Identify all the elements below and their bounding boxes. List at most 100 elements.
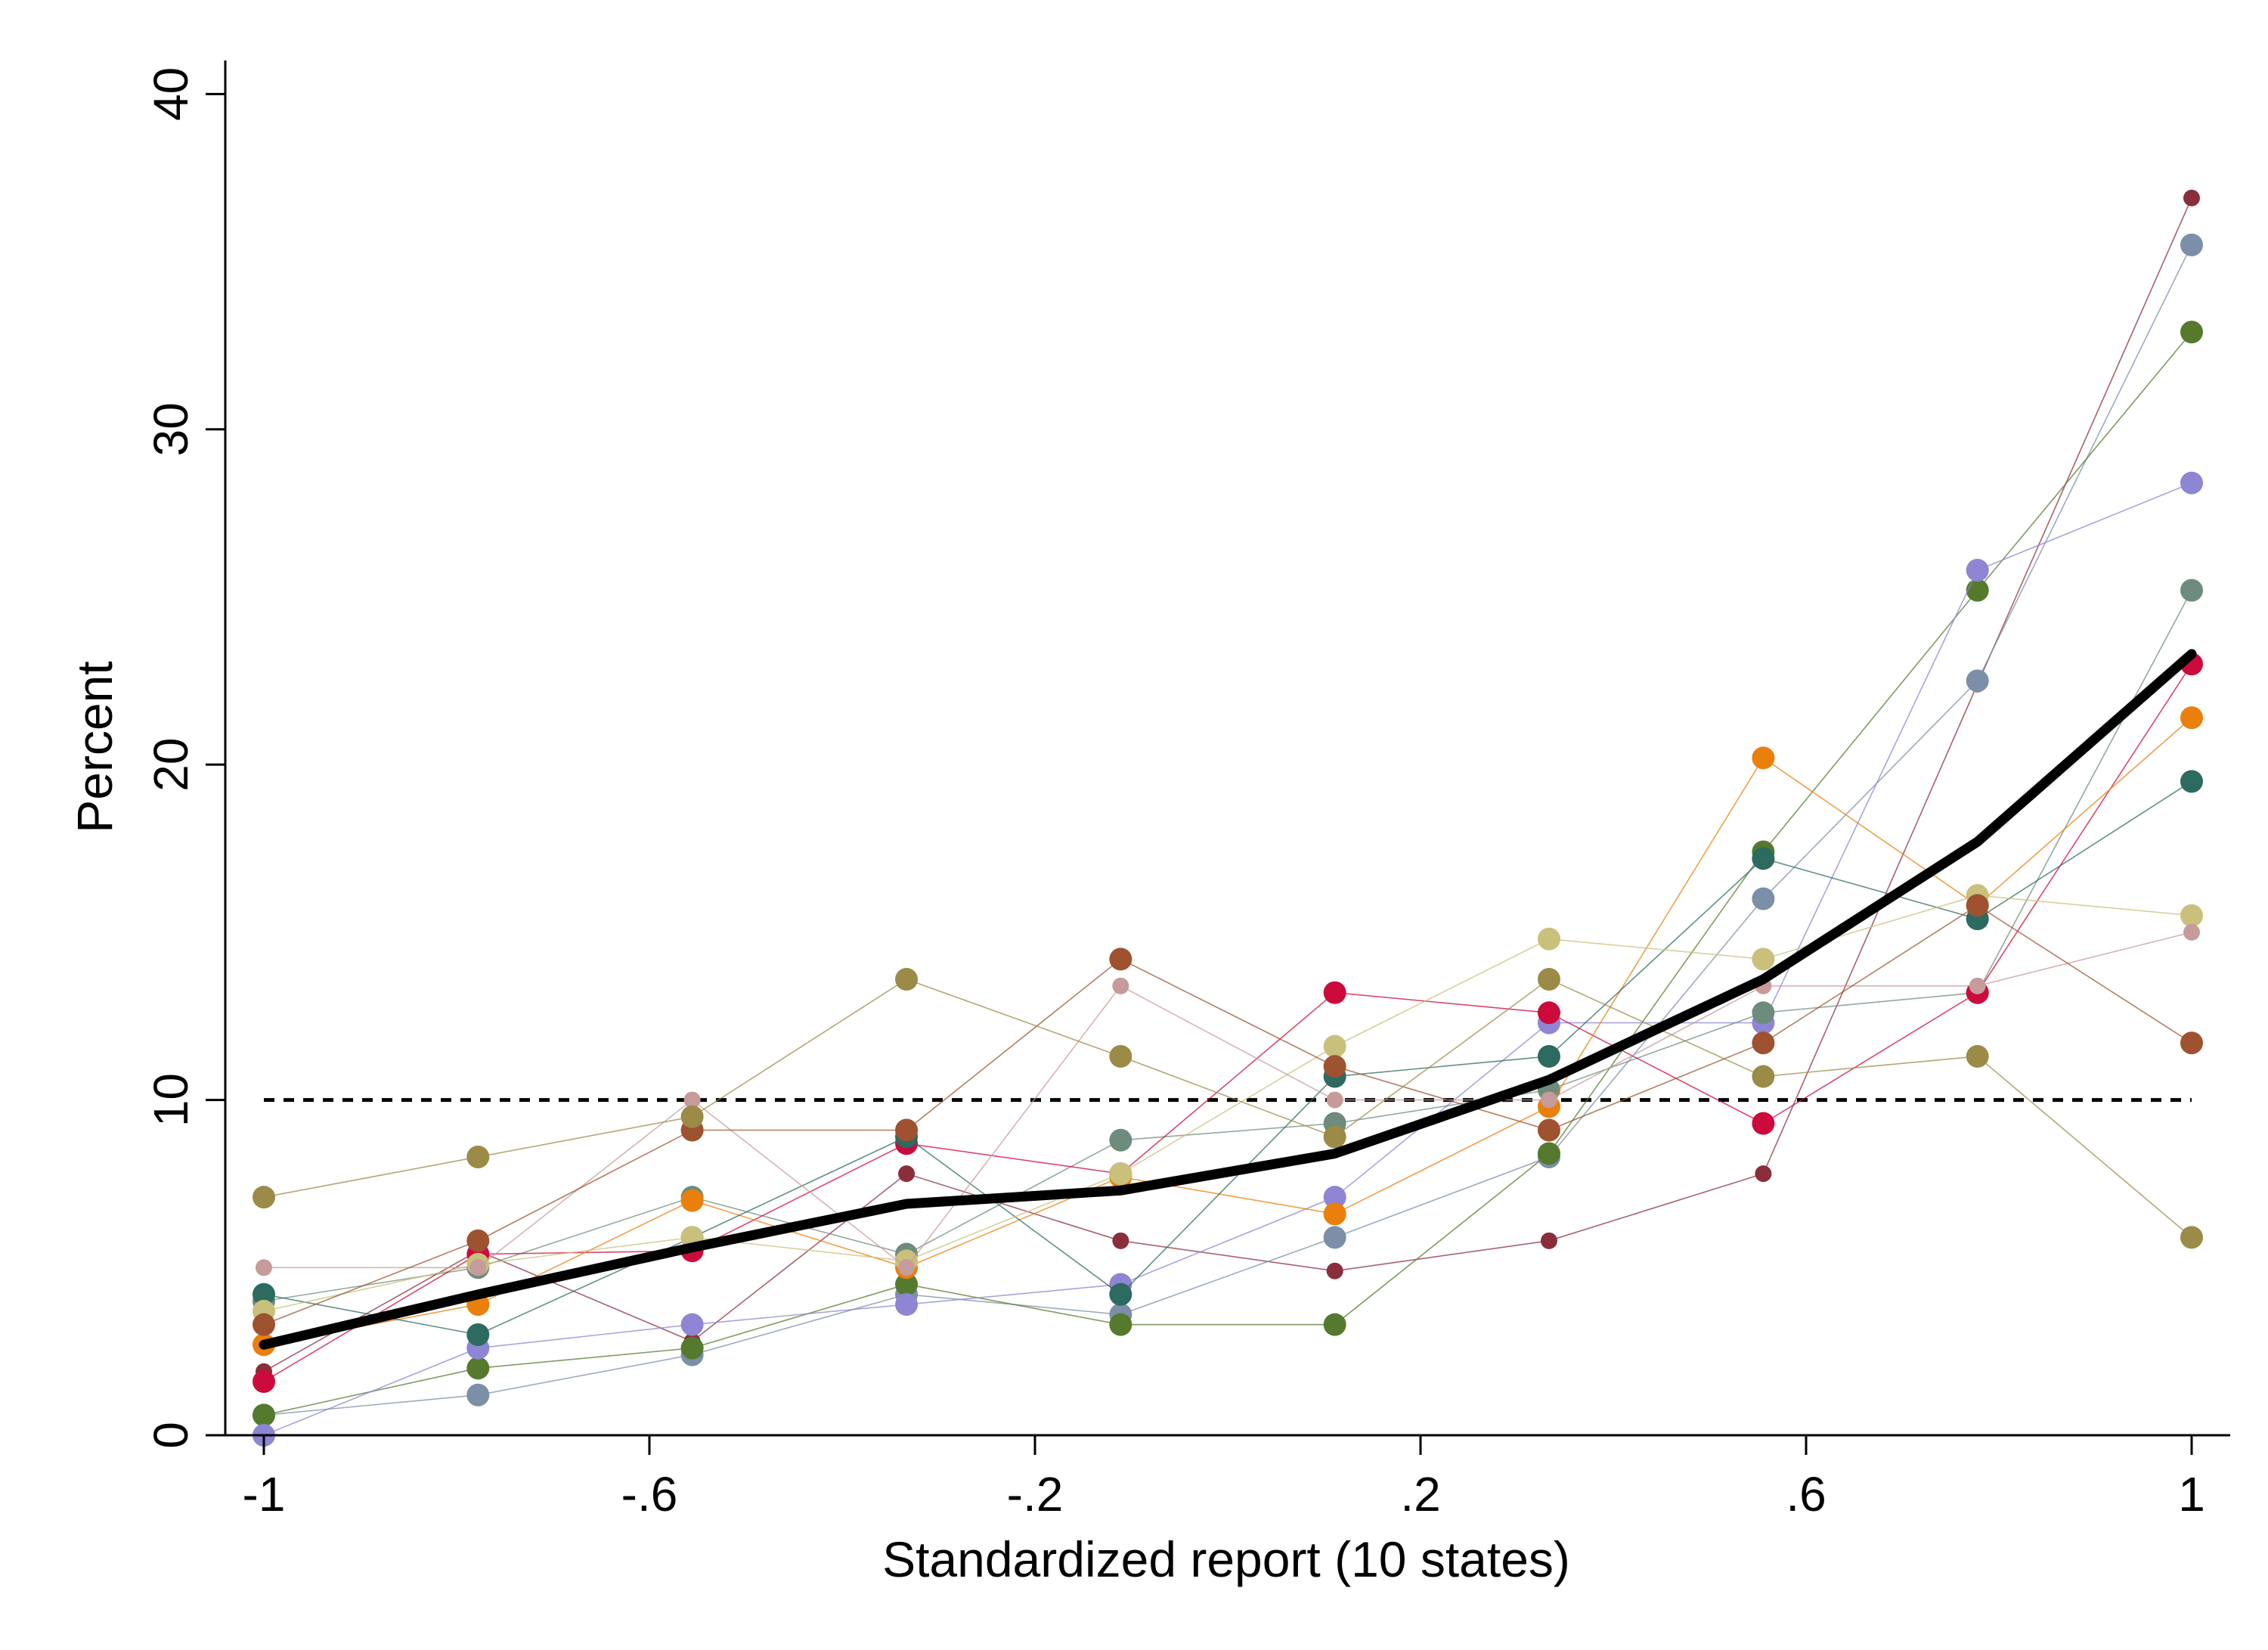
y-axis-title: Percent [67, 661, 122, 833]
data-point [1966, 669, 1989, 693]
data-point [1540, 1091, 1557, 1109]
series-line [263, 590, 2192, 1302]
y-tick-label: 20 [144, 738, 198, 792]
data-point [680, 1105, 704, 1128]
data-point [1323, 1202, 1346, 1226]
data-point [2180, 321, 2203, 344]
series-line [263, 482, 2192, 1436]
data-point [1326, 1091, 1343, 1109]
series-line [264, 932, 2192, 1269]
data-point [1969, 977, 1986, 994]
x-tick-label: .2 [1400, 1467, 1440, 1521]
x-tick-label: 1 [2178, 1467, 2205, 1521]
data-point [1323, 1186, 1346, 1209]
data-point [2180, 1031, 2203, 1055]
series-2 [253, 233, 2203, 1427]
data-point [895, 1118, 919, 1142]
data-point [1752, 1031, 1775, 1055]
y-tick-label: 40 [144, 67, 198, 121]
data-point [2180, 770, 2203, 793]
data-point [1966, 558, 1989, 582]
data-point [2183, 189, 2200, 206]
plot-area [253, 189, 2203, 1447]
data-point [1752, 1001, 1775, 1025]
data-point [1537, 1118, 1560, 1142]
data-point [1966, 1044, 1989, 1068]
data-point [1109, 1128, 1132, 1152]
series-line [263, 244, 2192, 1416]
series-line [263, 331, 2192, 1416]
series-line [263, 197, 2192, 1372]
series-line [263, 717, 2192, 1346]
data-point [1752, 887, 1775, 910]
data-point [2180, 471, 2203, 495]
series-line [263, 895, 2192, 1312]
data-point [1112, 977, 1129, 994]
series-3 [253, 321, 2203, 1427]
data-point [1752, 1112, 1775, 1135]
data-point [2180, 233, 2203, 256]
data-point [1537, 967, 1560, 991]
data-point [1323, 981, 1346, 1004]
series-12 [253, 967, 2203, 1249]
x-tick-label: .6 [1786, 1467, 1826, 1521]
data-point [1109, 1313, 1132, 1336]
x-tick-label: -.2 [1007, 1467, 1064, 1521]
data-point [1966, 578, 1989, 602]
series-7 [253, 706, 2203, 1357]
data-point [466, 1383, 490, 1407]
data-point [898, 1259, 916, 1276]
data-point [1109, 1162, 1132, 1186]
series-5 [253, 578, 2203, 1313]
data-point [1109, 948, 1132, 971]
y-tick-label: 0 [144, 1422, 198, 1449]
x-axis-title: Standardized report (10 states) [882, 1531, 1570, 1587]
data-point [1966, 894, 1989, 917]
data-point [1752, 746, 1775, 770]
data-point [253, 1403, 275, 1427]
series-line [263, 780, 2192, 1335]
data-point [1537, 1142, 1560, 1165]
data-point [1752, 948, 1775, 971]
series-line [263, 979, 2192, 1238]
data-point [469, 1259, 487, 1276]
data-point [683, 1091, 701, 1109]
data-point [1540, 1232, 1557, 1249]
y-tick-label: 30 [144, 402, 198, 456]
data-point [1323, 1226, 1346, 1249]
series-4 [253, 471, 2203, 1447]
data-point [253, 1370, 275, 1394]
data-point [680, 1189, 704, 1212]
average-line [259, 649, 2197, 1350]
data-point [2180, 706, 2203, 730]
data-point [895, 1273, 919, 1296]
data-point [1752, 847, 1775, 870]
data-point [895, 1293, 919, 1317]
x-tick-label: -.6 [621, 1467, 678, 1521]
series-8 [253, 770, 2203, 1346]
x-tick-label: -1 [243, 1467, 286, 1521]
data-point [1537, 927, 1560, 951]
data-point [466, 1323, 490, 1346]
data-point [2183, 923, 2200, 941]
data-point [680, 1336, 704, 1360]
data-point [253, 1282, 275, 1306]
data-point [1752, 1065, 1775, 1088]
series-line [263, 904, 2192, 1326]
data-point [253, 1313, 275, 1336]
series-1 [256, 189, 2200, 1380]
data-point [1326, 1262, 1343, 1279]
data-point [256, 1259, 272, 1276]
data-point [253, 1186, 275, 1209]
data-point [1537, 1044, 1560, 1068]
data-point [1109, 1044, 1132, 1068]
data-point [1537, 1001, 1560, 1025]
data-point [1323, 1125, 1346, 1149]
data-point [895, 967, 919, 991]
data-point [898, 1165, 916, 1183]
data-point [1323, 1313, 1346, 1336]
data-point [1323, 1055, 1346, 1078]
data-point [2180, 578, 2203, 602]
series-9 [253, 884, 2203, 1323]
